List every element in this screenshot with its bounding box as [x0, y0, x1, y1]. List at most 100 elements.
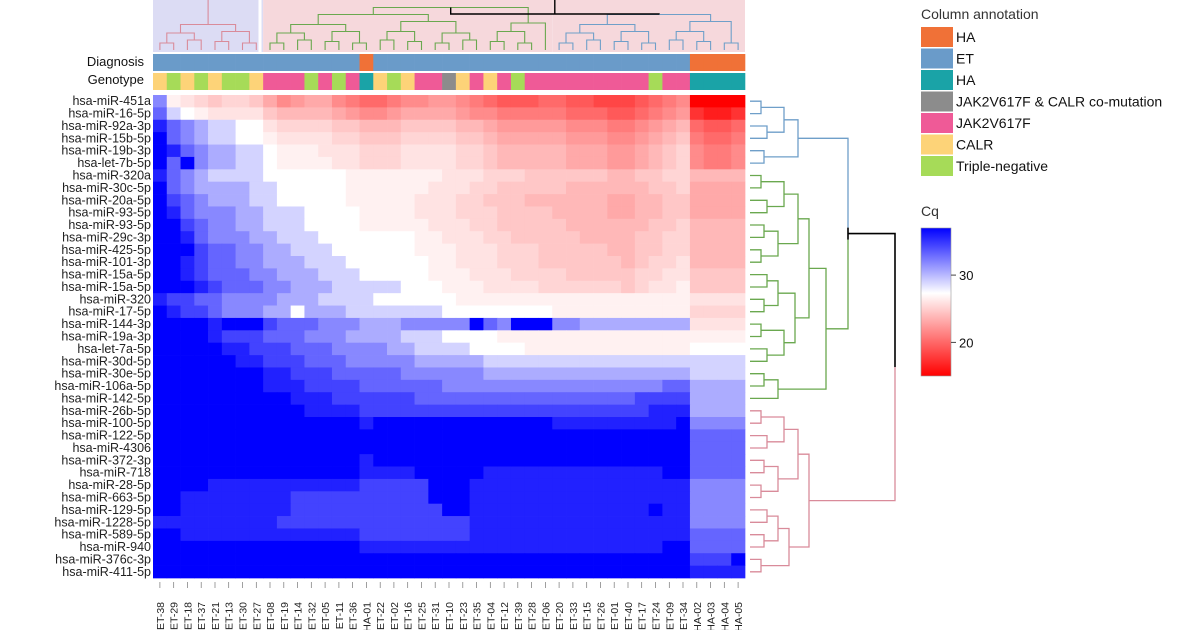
heatmap-cell — [566, 194, 581, 207]
heatmap-cell — [194, 132, 209, 145]
heatmap-cell — [400, 454, 415, 467]
row-dendrogram-branch — [778, 267, 827, 390]
heatmap-cell — [331, 553, 347, 566]
heatmap-cell — [400, 268, 415, 282]
heatmap-cell — [194, 330, 209, 344]
heatmap-cell — [208, 243, 223, 257]
heatmap-cell — [180, 107, 195, 121]
legend-label: Triple-negative — [956, 158, 1048, 174]
heatmap-cell — [717, 194, 732, 207]
diagnosis-cell — [731, 54, 746, 71]
heatmap-cell — [469, 454, 484, 467]
heatmap-cell — [166, 107, 181, 121]
heatmap-cell — [387, 119, 402, 133]
heatmap-cell — [208, 231, 223, 244]
heatmap-cell — [662, 528, 677, 542]
heatmap-cell — [607, 95, 622, 108]
heatmap-cell — [235, 355, 250, 368]
heatmap-cell — [634, 156, 649, 170]
heatmap-cell — [483, 317, 498, 331]
heatmap-cell — [607, 503, 622, 517]
heatmap-cell — [414, 503, 429, 517]
heatmap-cell — [717, 330, 732, 344]
heatmap-cell — [538, 256, 553, 269]
heatmap-cell — [276, 404, 292, 418]
heatmap-cell — [153, 553, 168, 566]
row-label: hsa-miR-15b-5p — [61, 131, 151, 145]
genotype-cell — [428, 73, 443, 90]
heatmap-cell — [276, 256, 292, 269]
heatmap-cell — [552, 231, 567, 244]
column-label: ET-01 — [609, 602, 621, 630]
heatmap-cell — [634, 330, 649, 344]
heatmap-cell — [414, 553, 429, 566]
heatmap-cell — [153, 119, 168, 133]
heatmap-cell — [497, 429, 512, 443]
row-label: hsa-miR-92a-3p — [61, 119, 151, 133]
heatmap-cell — [552, 404, 567, 418]
column-label: ET-20 — [554, 602, 566, 630]
diagnosis-cell — [180, 54, 195, 71]
heatmap-cell — [662, 107, 677, 121]
heatmap-cell — [428, 503, 443, 517]
heatmap-cell — [552, 243, 567, 257]
heatmap-cell — [676, 206, 691, 220]
heatmap-cell — [717, 144, 732, 158]
diagnosis-cell — [703, 54, 718, 71]
heatmap-cell — [166, 231, 181, 244]
heatmap-cell — [538, 293, 553, 306]
heatmap-cell — [621, 107, 636, 121]
heatmap-cell — [414, 280, 429, 294]
heatmap-cell — [524, 194, 539, 207]
heatmap-cell — [235, 293, 250, 306]
heatmap-cell — [566, 231, 581, 244]
heatmap-cell — [455, 95, 470, 108]
diagnosis-cell — [689, 54, 704, 71]
heatmap-cell — [331, 454, 347, 467]
heatmap-cell — [634, 429, 649, 443]
heatmap-cell — [566, 317, 581, 331]
heatmap-cell — [153, 429, 168, 443]
heatmap-cell — [676, 466, 691, 480]
heatmap-cell — [566, 305, 581, 319]
heatmap-cell — [331, 540, 347, 554]
heatmap-cell — [180, 330, 195, 344]
heatmap-cell — [552, 107, 567, 121]
column-label: ET-19 — [279, 602, 291, 630]
heatmap-cell — [676, 194, 691, 207]
heatmap-cell — [318, 379, 333, 393]
heatmap-cell — [731, 466, 746, 480]
heatmap-cell — [359, 156, 374, 170]
heatmap-cell — [318, 280, 333, 294]
heatmap-cell — [524, 516, 539, 529]
heatmap-cell — [318, 293, 333, 306]
heatmap-cell — [387, 516, 402, 529]
heatmap-cell — [208, 441, 223, 455]
heatmap-cell — [648, 119, 663, 133]
legend-label: HA — [956, 29, 976, 45]
heatmap-cell — [648, 169, 663, 183]
heatmap-cell — [621, 355, 636, 368]
heatmap-cell — [290, 540, 305, 554]
heatmap-cell — [497, 95, 512, 108]
heatmap-cell — [483, 540, 498, 554]
heatmap-cell — [249, 305, 264, 319]
heatmap-cell — [345, 218, 360, 232]
heatmap-cell — [689, 565, 705, 579]
heatmap-cell — [400, 293, 415, 306]
heatmap-cell — [221, 478, 236, 492]
heatmap-cell — [194, 256, 209, 269]
heatmap-cell — [510, 491, 526, 505]
genotype-cell — [497, 73, 512, 90]
heatmap-cell — [166, 305, 181, 319]
heatmap-cell — [455, 293, 470, 306]
heatmap-cell — [345, 206, 360, 220]
heatmap-cell — [414, 268, 429, 282]
heatmap-cell — [428, 516, 443, 529]
heatmap-cell — [469, 528, 484, 542]
heatmap-cell — [621, 367, 636, 381]
heatmap-cell — [221, 441, 236, 455]
heatmap-cell — [552, 491, 567, 505]
heatmap-cell — [414, 144, 429, 158]
